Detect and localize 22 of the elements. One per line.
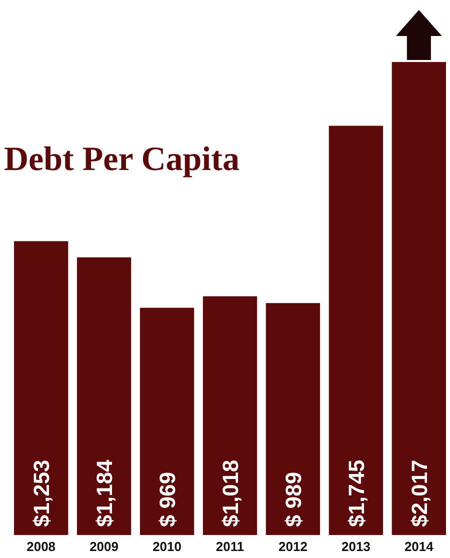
bar: [202, 296, 258, 535]
data-label: $1,018: [218, 460, 243, 527]
data-label: $1,253: [29, 460, 54, 527]
text: Debt Per Capita: [4, 141, 240, 178]
x-tick-label: 2011: [216, 539, 244, 554]
data-label: $ 969: [155, 472, 180, 527]
data-label: $ 989: [280, 472, 306, 527]
data-label: $1,184: [92, 458, 118, 527]
bar: [140, 308, 194, 535]
bar: [14, 241, 68, 535]
bar: [76, 257, 132, 535]
data-label: $2,017: [406, 460, 432, 527]
x-tick-label: 2013: [341, 539, 370, 554]
bar: [328, 126, 384, 535]
x-tick-label: 2014: [404, 539, 434, 554]
bar: [392, 62, 446, 535]
data-label: $1,745: [344, 460, 369, 527]
x-tick-label: 2008: [26, 539, 56, 554]
x-tick-label: 2010: [152, 539, 182, 554]
x-tick-label: 2009: [90, 539, 119, 554]
x-tick-label: 2012: [278, 539, 308, 554]
bar: [266, 303, 320, 535]
